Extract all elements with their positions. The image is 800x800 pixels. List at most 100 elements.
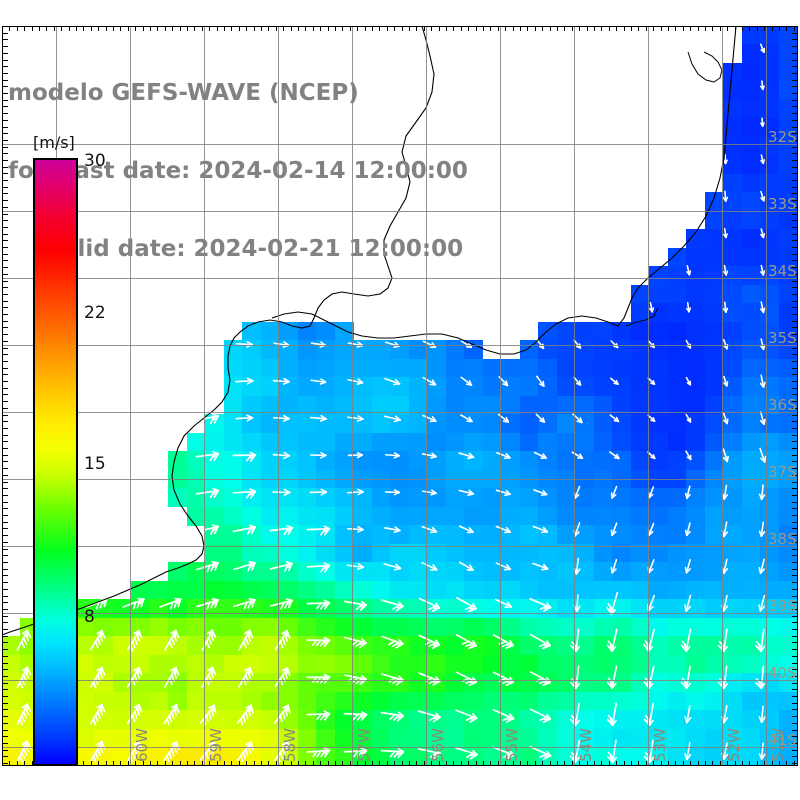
tick-left: [2, 180, 8, 181]
tick-left: [2, 321, 8, 322]
tick-bottom: [113, 761, 114, 766]
tick-left: [2, 596, 8, 597]
tick-left: [2, 267, 8, 268]
tick-top: [631, 26, 632, 31]
tick-top: [276, 26, 277, 31]
tick-left: [2, 622, 8, 623]
tick-right: [792, 193, 798, 194]
tick-left: [2, 167, 8, 168]
map-plot-area[interactable]: [2, 26, 798, 766]
tick-top: [157, 26, 158, 31]
tick-left: [2, 522, 8, 523]
tick-right: [792, 348, 798, 349]
tick-left: [2, 341, 8, 342]
tick-bottom: [239, 761, 240, 766]
tick-top: [424, 26, 425, 31]
tick-left: [2, 616, 8, 617]
tick-top: [350, 26, 351, 31]
tick-right: [792, 703, 798, 704]
tick-right: [792, 636, 798, 637]
tick-left: [2, 153, 8, 154]
gridline-lat-39S: [2, 613, 798, 614]
gridline-lon-58W: [278, 26, 279, 766]
tick-left: [2, 756, 8, 757]
tick-top: [416, 26, 417, 31]
tick-top: [779, 26, 780, 31]
tick-top: [690, 26, 691, 31]
tick-right: [792, 656, 798, 657]
tick-right: [792, 294, 798, 295]
tick-right: [792, 327, 798, 328]
tick-top: [668, 26, 669, 31]
tick-bottom: [194, 761, 195, 766]
tick-top: [705, 26, 706, 31]
tick-bottom: [143, 761, 144, 766]
tick-top: [39, 26, 40, 31]
tick-bottom: [557, 761, 558, 766]
tick-bottom: [616, 761, 617, 766]
tick-left: [2, 663, 8, 664]
tick-right: [792, 468, 798, 469]
tick-right: [792, 227, 798, 228]
tick-bottom: [350, 761, 351, 766]
tick-top: [757, 26, 758, 31]
tick-bottom: [712, 761, 713, 766]
tick-top: [683, 26, 684, 31]
tick-left: [2, 468, 8, 469]
gridline-lat-34S: [2, 278, 798, 279]
tick-bottom: [402, 761, 403, 766]
tick-top: [209, 26, 210, 31]
tick-left: [2, 133, 8, 134]
tick-left: [2, 374, 8, 375]
windspeed-raster: [2, 26, 798, 766]
tick-left: [2, 528, 8, 529]
tick-bottom: [535, 761, 536, 766]
tick-top: [298, 26, 299, 31]
tick-bottom: [720, 761, 721, 766]
tick-top: [61, 26, 62, 31]
gridline-lon-57W: [352, 26, 353, 766]
tick-top: [143, 26, 144, 31]
tick-right: [792, 569, 798, 570]
tick-top: [150, 26, 151, 31]
tick-top: [646, 26, 647, 31]
gridline-lon-56W: [426, 26, 427, 766]
tick-right: [792, 428, 798, 429]
tick-left: [2, 294, 8, 295]
lat-label-32S: 32S: [768, 128, 797, 146]
tick-top: [394, 26, 395, 31]
tick-left: [2, 629, 8, 630]
tick-bottom: [675, 761, 676, 766]
tick-bottom: [490, 761, 491, 766]
tick-left: [2, 562, 8, 563]
tick-right: [792, 408, 798, 409]
tick-bottom: [653, 761, 654, 766]
tick-left: [2, 160, 8, 161]
tick-top: [328, 26, 329, 31]
gridline-lon-51W: [766, 26, 767, 766]
lat-label-34S: 34S: [768, 262, 797, 280]
tick-left: [2, 441, 8, 442]
tick-left: [2, 140, 8, 141]
tick-left: [2, 475, 8, 476]
tick-bottom: [150, 761, 151, 766]
tick-left: [2, 254, 8, 255]
tick-bottom: [424, 761, 425, 766]
tick-left: [2, 582, 8, 583]
lon-label-57W: 57W: [355, 728, 373, 762]
tick-left: [2, 348, 8, 349]
colorbar[interactable]: [33, 158, 78, 766]
tick-bottom: [579, 761, 580, 766]
tick-right: [792, 281, 798, 282]
tick-left: [2, 147, 8, 148]
tick-bottom: [749, 761, 750, 766]
colorbar-tick-8: 8: [84, 607, 95, 627]
tick-left: [2, 736, 8, 737]
gridline-lat-40S: [2, 680, 798, 681]
tick-right: [792, 549, 798, 550]
tick-bottom: [587, 761, 588, 766]
tick-left: [2, 696, 8, 697]
tick-left: [2, 669, 8, 670]
tick-bottom: [727, 761, 728, 766]
tick-top: [498, 26, 499, 31]
